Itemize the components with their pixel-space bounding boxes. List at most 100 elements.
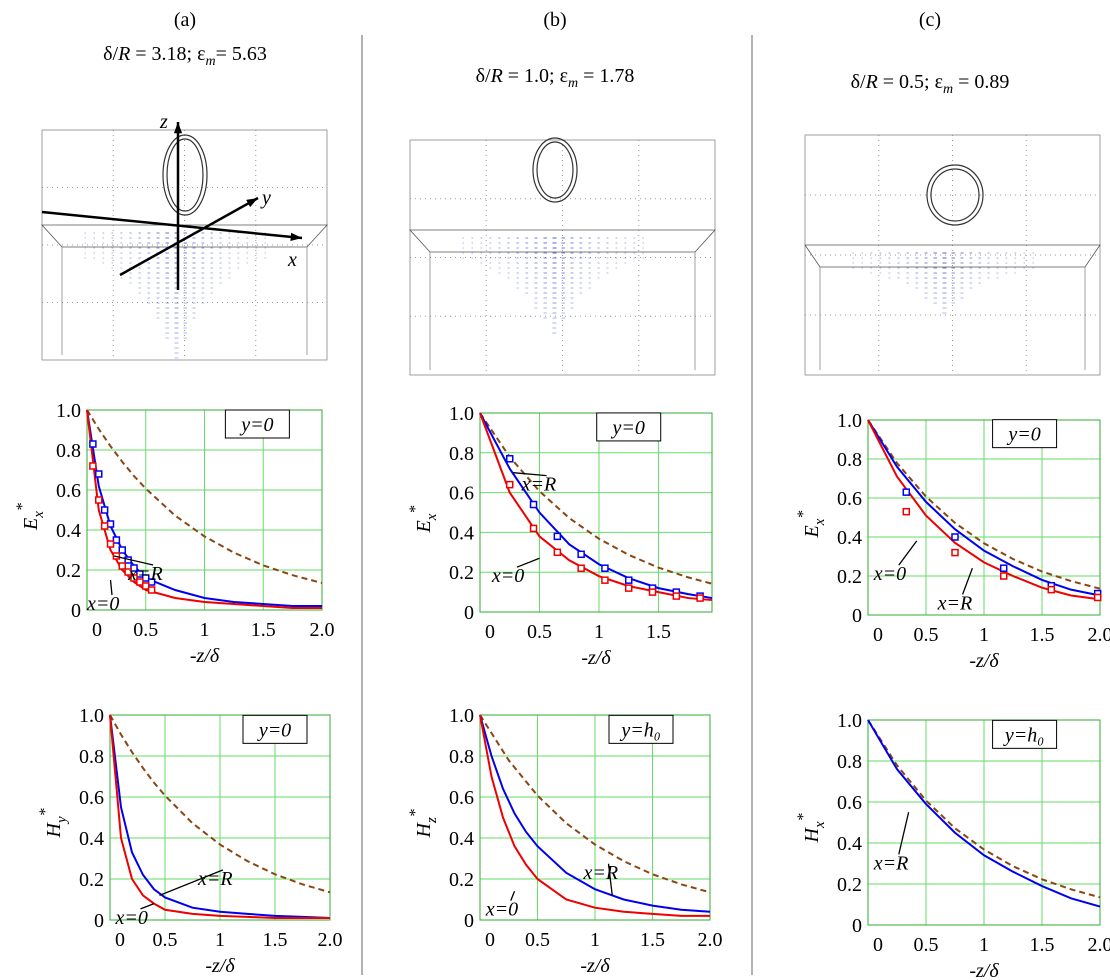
annotation-leader [898, 540, 918, 566]
annotation: x=R [583, 862, 619, 884]
axis-name: x [287, 249, 297, 271]
y-axis-label: Ex* [14, 503, 47, 531]
marker [1047, 585, 1056, 594]
condition-box [224, 409, 290, 439]
panel-caption-part: = 1.78 [578, 65, 634, 87]
y-axis-label-part: * [795, 511, 812, 519]
annotation: x=R [127, 563, 163, 585]
annotation-leader [961, 567, 974, 595]
y-tick-label: 0.2 [837, 566, 862, 588]
scene [409, 137, 716, 376]
marker [1093, 593, 1102, 602]
y-axis-label-part: E [20, 518, 42, 531]
annotation: x=0 [491, 565, 524, 587]
y-axis-label-part: E [413, 520, 435, 533]
scene-box [804, 134, 1101, 376]
annotation: x=R [521, 474, 557, 496]
x-axis-label: -z/δ [969, 960, 999, 980]
curve [109, 714, 330, 919]
x-tick-label: 0.5 [525, 929, 550, 951]
y-tick-label: 0.2 [56, 560, 81, 582]
y-axis-label: Ex* [407, 506, 440, 534]
arrow-head [290, 232, 302, 241]
x-tick-label: 1 [200, 619, 210, 641]
y-tick-label: 0 [464, 602, 474, 624]
condition-label: y=0 [239, 414, 273, 436]
marker [95, 470, 103, 478]
marker [601, 576, 609, 584]
marker [505, 480, 514, 489]
x-tick-label: 1 [215, 929, 225, 951]
condition-box [596, 412, 662, 442]
panel-caption-part: m [568, 76, 578, 91]
y-tick-label: 0.8 [449, 746, 474, 768]
axis-name: z [159, 111, 168, 133]
panel-caption: δ/R = 1.0; εm = 1.78 [476, 65, 635, 91]
coil [162, 134, 208, 216]
arrow-head [246, 198, 258, 208]
coil [930, 168, 980, 222]
y-axis-label: Ex* [795, 511, 828, 539]
panel-caption-part: = 0.5; ε [878, 71, 943, 93]
annotation: x=0 [86, 593, 119, 615]
y-axis-label-part: x [31, 511, 47, 519]
condition-label: y=h₀ [619, 719, 660, 741]
coil [536, 141, 574, 199]
x-axis-label: -z/δ [969, 650, 999, 672]
marker [999, 564, 1008, 572]
curve [86, 409, 323, 584]
y-tick-label: 1.0 [449, 403, 474, 425]
x-tick-label: 0 [485, 929, 495, 951]
x-tick-label: 2.0 [1088, 934, 1110, 956]
annotation-leader [516, 557, 540, 568]
annotation: x=0 [115, 907, 148, 929]
panel-caption-part: δ/ [851, 71, 866, 93]
y-tick-label: 1.0 [56, 400, 81, 422]
y-tick-label: 0.8 [449, 443, 474, 465]
x-tick-label: 0 [485, 621, 495, 643]
y-tick-label: 0.4 [837, 833, 862, 855]
plot-frame [867, 719, 1101, 926]
y-axis-label-part: * [37, 808, 54, 816]
x-tick-label: 1.5 [1030, 934, 1055, 956]
x-tick-label: 0.5 [914, 624, 939, 646]
marker [89, 440, 97, 448]
annotation: x=R [937, 592, 973, 614]
y-tick-label: 0.6 [837, 488, 862, 510]
y-tick-label: 0.4 [56, 520, 81, 542]
x-tick-label: 0 [873, 624, 883, 646]
y-axis-label-part: x [812, 821, 828, 829]
x-tick-label: 1.5 [646, 621, 671, 643]
coil [166, 138, 204, 212]
y-axis-label: Hx* [795, 813, 828, 843]
marker [624, 584, 633, 592]
annotation: x=R [197, 868, 233, 890]
y-tick-label: 0.2 [449, 562, 474, 584]
scene-box [41, 129, 328, 361]
condition-label: y=0 [611, 417, 645, 439]
x-tick-label: 1.5 [640, 929, 665, 951]
y-tick-label: 0.2 [449, 869, 474, 891]
marker [118, 562, 126, 570]
curve [867, 719, 1101, 908]
annotation-leader [159, 869, 224, 897]
coil [532, 137, 578, 203]
curve [109, 714, 331, 919]
marker [902, 507, 911, 516]
y-tick-label: 0.6 [449, 483, 474, 505]
y-tick-label: 0 [94, 910, 104, 932]
y-axis-label-part: H [413, 822, 435, 839]
marker [136, 570, 144, 578]
axis-arrow [119, 196, 259, 277]
condition-box [242, 714, 308, 744]
y-tick-label: 0.6 [837, 792, 862, 814]
x-tick-label: 1 [979, 624, 989, 646]
x-tick-label: 0.5 [914, 934, 939, 956]
y-tick-label: 0.4 [837, 527, 862, 549]
y-tick-label: 0 [852, 605, 862, 627]
arrow-head [173, 122, 183, 134]
y-tick-label: 0.6 [56, 480, 81, 502]
axis-name: y [260, 187, 271, 209]
plot-frame [479, 714, 711, 921]
y-axis-label-part: * [795, 813, 812, 821]
